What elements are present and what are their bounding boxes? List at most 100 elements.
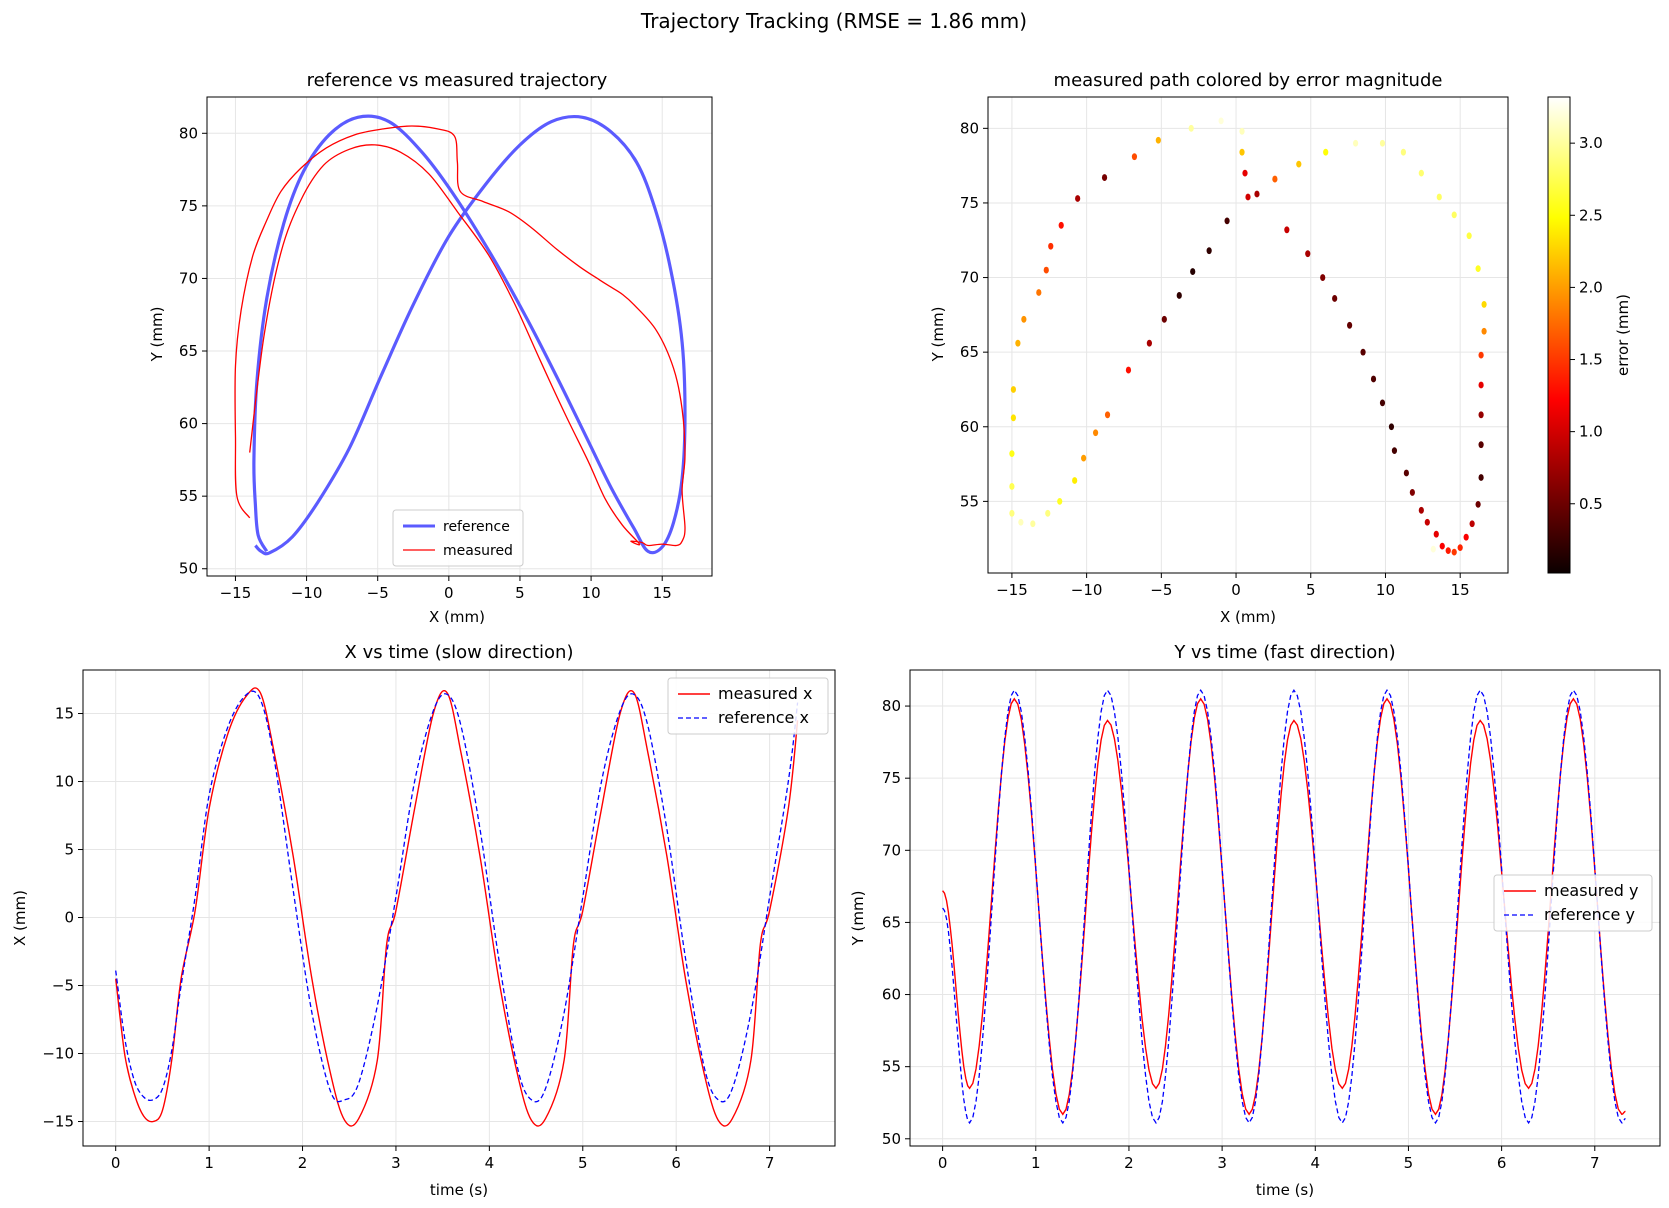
xy-legend-label: measured: [443, 543, 513, 559]
error-point: [1254, 190, 1260, 198]
error-point: [1305, 250, 1311, 258]
error-point: [1451, 211, 1457, 219]
error-point: [1284, 226, 1290, 234]
xt-xtick-label: 5: [578, 1154, 588, 1172]
yt-ytick-label: 70: [882, 841, 901, 859]
err-xlabel: X (mm): [1220, 608, 1276, 626]
xt-xtick-label: 0: [111, 1154, 121, 1172]
error-point: [1131, 153, 1138, 161]
error-point: [1457, 544, 1463, 552]
xy-xtick-label: 0: [444, 584, 454, 602]
error-point: [1418, 169, 1424, 177]
error-point: [1478, 441, 1484, 449]
error-point: [1388, 423, 1395, 431]
error-point: [1048, 242, 1054, 250]
error-point: [1146, 339, 1152, 347]
error-point: [1009, 509, 1015, 517]
error-point: [1010, 386, 1017, 393]
error-point: [1161, 315, 1167, 323]
colorbar-tick-label: 3.0: [1579, 134, 1603, 152]
yt-ytick-label: 55: [882, 1058, 901, 1076]
err-ytick-label: 55: [960, 492, 979, 510]
error-point: [1030, 520, 1036, 528]
xt-ytick-label: 10: [55, 773, 74, 791]
measured-x-line: [115, 687, 799, 1127]
err-ylabel: Y (mm): [929, 307, 947, 363]
err-xtick-label: 15: [1451, 581, 1470, 599]
err-xtick-label: −15: [996, 581, 1028, 599]
error-point: [1463, 533, 1469, 541]
xt-ylabel: X (mm): [11, 890, 29, 946]
err-xtick-label: −5: [1150, 581, 1172, 599]
xt-xtick-label: 3: [391, 1154, 401, 1172]
xy-ytick-label: 65: [179, 342, 198, 360]
y-time-plot: 0 1 2 3 4 5 6 7 50 55 60 65 70 75 80 measured y referenc…: [882, 669, 1661, 1172]
error-point: [1188, 124, 1194, 132]
colorbar-tick-label: 2.0: [1579, 278, 1603, 296]
error-point: [1075, 195, 1081, 202]
xt-legend-box: [667, 677, 829, 735]
error-point: [1190, 268, 1196, 275]
xt-ytick-label: −5: [52, 977, 74, 995]
error-point: [1400, 148, 1407, 156]
err-ytick-label: 80: [960, 119, 979, 137]
err-frame: [987, 96, 1509, 574]
reference-y-line: [942, 688, 1626, 1125]
yt-xtick-label: 5: [1404, 1154, 1414, 1172]
colorbar-label: error (mm): [1614, 294, 1632, 376]
error-point: [1323, 148, 1329, 156]
error-point: [1224, 217, 1230, 225]
error-point: [1424, 518, 1430, 526]
error-point: [1478, 474, 1484, 481]
err-xtick-label: 5: [1306, 581, 1316, 599]
err-xtick-label: −10: [1071, 581, 1103, 599]
error-point: [1092, 429, 1099, 437]
xt-legend-label: measured x: [718, 684, 813, 703]
error-point: [1218, 117, 1224, 125]
xy-xtick-label: 5: [515, 584, 525, 602]
yt-xtick-label: 2: [1124, 1154, 1134, 1172]
yt-xlabel: time (s): [1256, 1181, 1314, 1199]
colorbar: [1547, 96, 1571, 574]
error-point: [1057, 497, 1063, 505]
xt-xtick-label: 4: [485, 1154, 495, 1172]
xt-title: X vs time (slow direction): [345, 642, 574, 663]
error-point: [1125, 366, 1132, 374]
error-point: [1081, 454, 1087, 462]
xt-ytick-label: −10: [42, 1045, 74, 1063]
xt-ytick-label: 5: [64, 841, 74, 859]
colorbar-ticks: 0.5 1.0 1.5 2.0 2.5 3.0: [1570, 134, 1603, 513]
error-point: [1439, 542, 1445, 550]
error-point: [1320, 274, 1326, 281]
yt-xtick-label: 1: [1031, 1154, 1041, 1172]
error-point: [1009, 450, 1015, 458]
yt-legend-label: measured y: [1544, 881, 1639, 900]
error-point: [1036, 289, 1042, 296]
error-point: [1101, 174, 1108, 181]
yt-legend-label: reference y: [1544, 905, 1635, 924]
error-point: [1296, 160, 1302, 168]
error-point: [1058, 221, 1064, 229]
xy-xlabel: X (mm): [429, 608, 485, 626]
error-point: [1475, 500, 1481, 508]
xt-xtick-label: 7: [765, 1154, 775, 1172]
xy-ytick-label: 75: [179, 197, 198, 215]
colorbar-tick-label: 1.0: [1579, 423, 1603, 441]
yt-xtick-label: 6: [1497, 1154, 1507, 1172]
yt-xtick-label: 0: [938, 1154, 948, 1172]
xt-xtick-label: 2: [298, 1154, 308, 1172]
xy-ytick-label: 60: [179, 415, 198, 433]
error-point: [1242, 169, 1248, 177]
xy-ytick-label: 80: [179, 124, 198, 142]
error-point: [1481, 327, 1487, 335]
error-point: [1418, 506, 1424, 514]
xt-xlabel: time (s): [430, 1181, 488, 1199]
error-point: [1430, 545, 1436, 553]
error-point: [1347, 321, 1353, 329]
xy-xtick-label: 10: [582, 584, 601, 602]
err-ytick-label: 65: [960, 343, 979, 361]
error-point: [1478, 411, 1484, 419]
error-point: [1379, 139, 1386, 147]
reference-x-line: [115, 690, 799, 1103]
